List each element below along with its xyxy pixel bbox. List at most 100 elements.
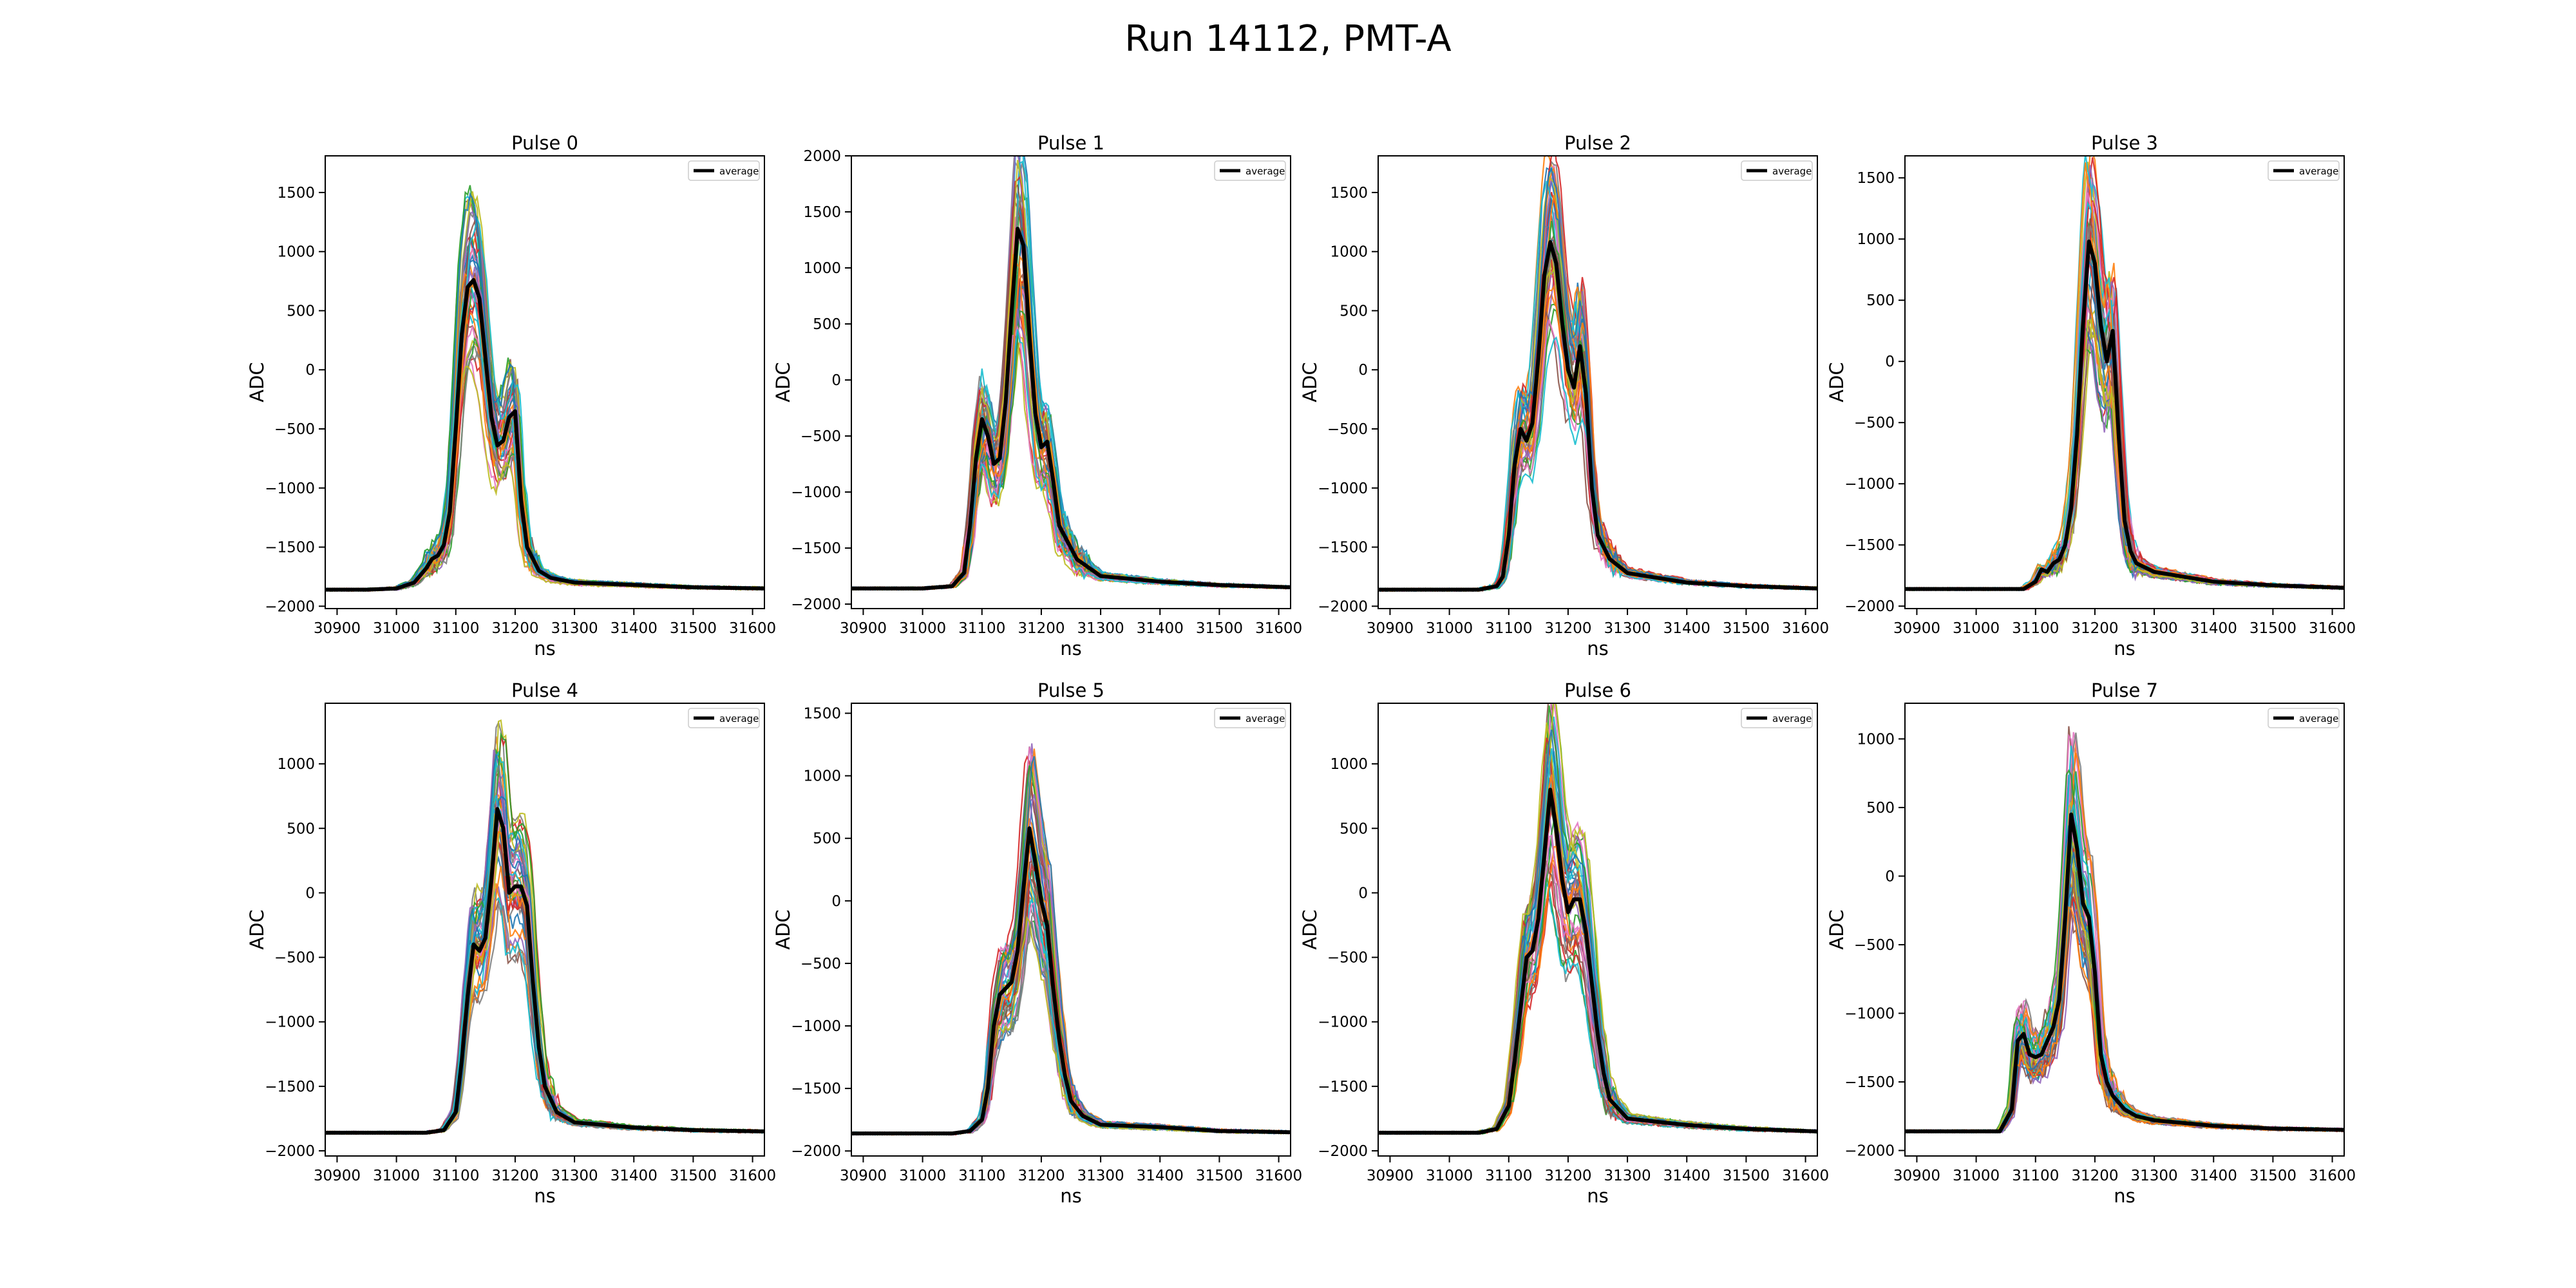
- legend-label: average: [1245, 166, 1285, 177]
- plot-frame: [851, 703, 1291, 1157]
- x-tick-label: 31300: [551, 1168, 598, 1184]
- legend-box: [2268, 160, 2340, 181]
- y-tick-label: −1500: [791, 540, 841, 557]
- x-tick-label: 30900: [1893, 620, 1940, 637]
- panel-title: Pulse 7: [2091, 679, 2158, 701]
- y-tick-label: 1500: [803, 706, 841, 723]
- y-tick-label: −2000: [265, 1143, 315, 1160]
- x-tick-label: 31000: [1953, 1168, 2000, 1184]
- y-tick-label: 500: [813, 831, 841, 848]
- x-tick-label: 31500: [670, 620, 717, 637]
- x-tick-label: 31200: [1018, 620, 1065, 637]
- legend: average: [1214, 160, 1286, 181]
- plot-frame: [325, 155, 765, 609]
- x-tick-label: 31300: [1077, 620, 1124, 637]
- average-line: [325, 807, 764, 1135]
- x-tick-label: 31400: [611, 620, 658, 637]
- y-tick-label: 1500: [803, 204, 841, 221]
- y-tick-label: 0: [831, 893, 841, 910]
- x-tick-label: 31500: [2249, 620, 2297, 637]
- x-tick-label: 31400: [1663, 1168, 1710, 1184]
- plot-area: [325, 156, 764, 609]
- average-line: [1378, 788, 1817, 1135]
- legend: average: [1214, 708, 1286, 728]
- x-tick-label: 31400: [611, 1168, 658, 1184]
- x-tick-label: 30900: [840, 620, 887, 637]
- x-tick-label: 31300: [551, 620, 598, 637]
- y-tick-label: 1000: [277, 244, 315, 261]
- y-tick-label: 1000: [803, 260, 841, 277]
- x-axis-label: ns: [534, 638, 556, 659]
- x-tick-label: 31100: [432, 1168, 479, 1184]
- x-axis-label: ns: [1060, 638, 1082, 659]
- y-tick-label: −1000: [791, 1018, 841, 1035]
- plot-frame: [1378, 703, 1818, 1157]
- x-tick-label: 31200: [491, 620, 538, 637]
- legend: average: [1741, 708, 1813, 728]
- y-tick-label: 0: [1358, 885, 1368, 902]
- y-tick-label: −1500: [265, 1079, 315, 1095]
- y-tick-label: 1000: [1330, 756, 1368, 773]
- y-tick-label: −500: [1854, 415, 1895, 431]
- legend: average: [2268, 160, 2340, 181]
- y-tick-label: −500: [274, 950, 315, 967]
- panels-grid: Pulse 0 30900 31000 31100 31200 31300 31400 315…: [246, 132, 2356, 1207]
- panel-title: Pulse 3: [2091, 132, 2158, 154]
- y-tick-label: −2000: [1318, 1143, 1368, 1160]
- legend-box: [1741, 160, 1813, 181]
- y-tick-label: 0: [305, 885, 315, 902]
- x-tick-label: 31000: [1426, 620, 1473, 637]
- x-axis-label: ns: [1587, 1185, 1609, 1207]
- average-line: [851, 826, 1291, 1135]
- x-tick-label: 30900: [1367, 620, 1414, 637]
- y-tick-label: −1000: [1318, 480, 1368, 497]
- x-tick-label: 31400: [1663, 620, 1710, 637]
- legend-box: [1741, 708, 1813, 728]
- x-tick-label: 31500: [670, 1168, 717, 1184]
- x-tick-label: 31600: [1255, 620, 1302, 637]
- average-line: [1378, 240, 1817, 592]
- legend-box: [1214, 160, 1286, 181]
- y-axis-label: ADC: [246, 362, 268, 402]
- y-tick-label: −2000: [1318, 598, 1368, 615]
- x-tick-label: 31300: [2130, 620, 2177, 637]
- x-tick-label: 31400: [1137, 1168, 1184, 1184]
- panel-5: Pulse 5 30900 31000 31100 31200 31300 31400 315…: [772, 679, 1302, 1207]
- x-tick-label: 31300: [1077, 1168, 1124, 1184]
- legend-box: [1214, 708, 1286, 728]
- y-tick-label: −1500: [1844, 1074, 1895, 1091]
- x-tick-label: 31400: [2190, 620, 2237, 637]
- x-tick-label: 31100: [1485, 1168, 1532, 1184]
- x-tick-label: 30900: [1893, 1168, 1940, 1184]
- x-tick-label: 31100: [2012, 620, 2059, 637]
- y-tick-label: −1000: [1318, 1014, 1368, 1031]
- y-tick-label: 1500: [1330, 185, 1368, 202]
- x-tick-label: 30900: [314, 1168, 361, 1184]
- x-tick-label: 31100: [958, 620, 1005, 637]
- x-tick-label: 31600: [729, 620, 776, 637]
- legend: average: [1741, 160, 1813, 181]
- plot-frame: [1378, 155, 1818, 609]
- x-tick-label: 31500: [1196, 620, 1243, 637]
- y-axis-label: ADC: [1299, 362, 1321, 402]
- x-tick-label: 31000: [1426, 1168, 1473, 1184]
- x-tick-label: 31400: [1137, 620, 1184, 637]
- panel-title: Pulse 2: [1564, 132, 1631, 154]
- y-axis-label: ADC: [772, 909, 794, 949]
- y-tick-label: −1000: [1844, 476, 1895, 493]
- x-tick-label: 30900: [314, 620, 361, 637]
- x-axis-label: ns: [534, 1185, 556, 1207]
- x-tick-label: 31100: [1485, 620, 1532, 637]
- x-tick-label: 31200: [491, 1168, 538, 1184]
- x-axis-label: ns: [2114, 638, 2136, 659]
- x-tick-label: 31300: [1604, 1168, 1651, 1184]
- y-tick-label: −1500: [1844, 537, 1895, 554]
- x-tick-label: 31500: [1196, 1168, 1243, 1184]
- legend-label: average: [1772, 713, 1812, 724]
- y-tick-label: 0: [831, 372, 841, 389]
- y-tick-label: −1500: [265, 540, 315, 556]
- x-tick-label: 31600: [2309, 620, 2356, 637]
- plot-frame: [851, 155, 1291, 609]
- y-tick-label: −2000: [791, 1143, 841, 1160]
- x-tick-label: 31200: [2071, 1168, 2118, 1184]
